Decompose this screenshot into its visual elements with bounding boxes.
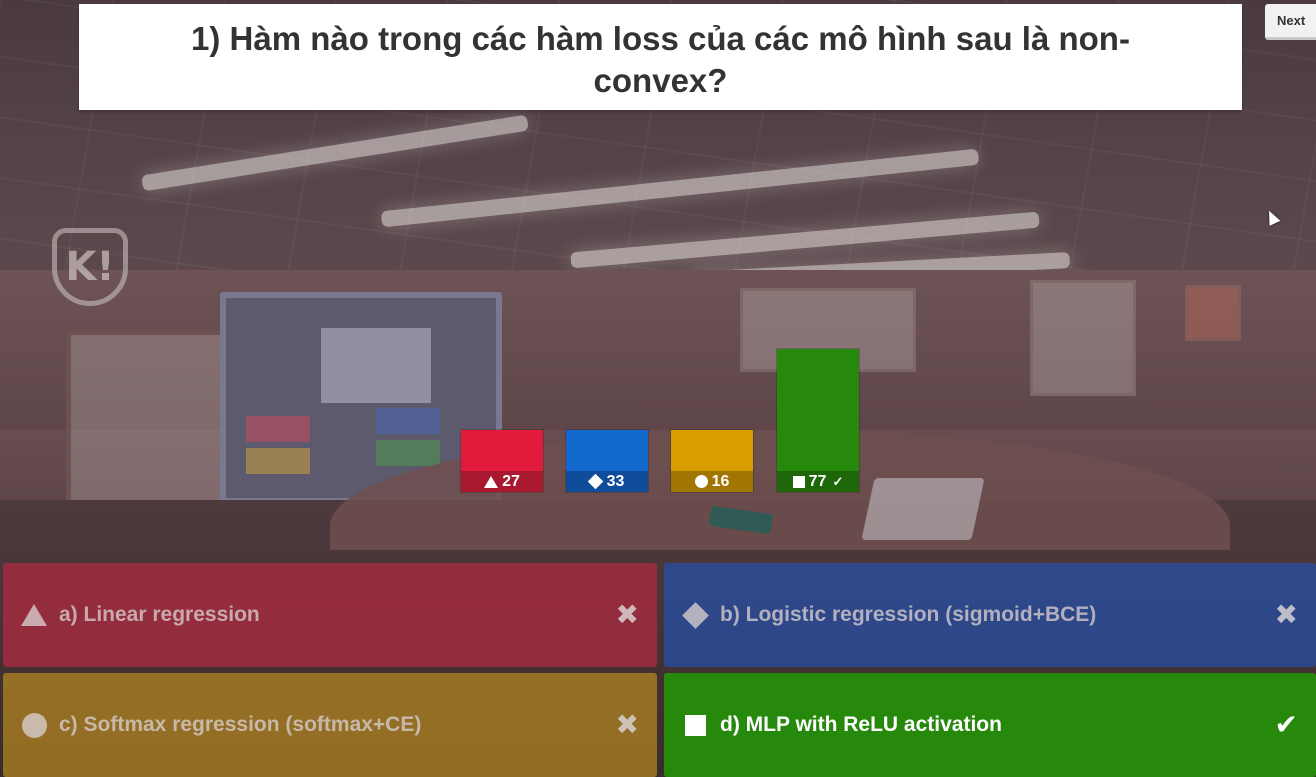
screen-tile — [376, 440, 440, 466]
triangle-icon — [19, 600, 49, 630]
answer-label: a) Linear regression — [59, 603, 260, 626]
answer-d[interactable]: d) MLP with ReLU activation ✔ — [664, 673, 1316, 777]
screen-tile — [376, 408, 440, 434]
back-wall — [0, 270, 1316, 430]
kahoot-logo-icon: K! — [52, 228, 128, 306]
diamond-icon — [680, 600, 710, 630]
window — [1030, 280, 1136, 396]
screen-tile — [246, 416, 310, 442]
laptop — [861, 478, 985, 540]
question-box: 1) Hàm nào trong các hàm loss của các mô… — [79, 4, 1242, 110]
answer-label: c) Softmax regression (softmax+CE) — [59, 713, 422, 736]
screen-tile — [246, 448, 310, 474]
answer-label: d) MLP with ReLU activation — [720, 713, 1002, 736]
cross-icon: ✖ — [615, 598, 639, 631]
next-button[interactable]: Next — [1265, 4, 1316, 40]
answer-b[interactable]: b) Logistic regression (sigmoid+BCE) ✖ — [664, 563, 1316, 667]
answer-c[interactable]: c) Softmax regression (softmax+CE) ✖ — [3, 673, 657, 777]
circle-icon — [19, 710, 49, 740]
answer-a[interactable]: a) Linear regression ✖ — [3, 563, 657, 667]
square-icon — [680, 710, 710, 740]
window — [740, 288, 916, 372]
answer-label: b) Logistic regression (sigmoid+BCE) — [720, 603, 1097, 626]
cross-icon: ✖ — [615, 708, 639, 741]
whiteboard — [66, 330, 226, 505]
screen-content — [321, 328, 431, 403]
poster — [1185, 285, 1241, 341]
check-icon: ✔ — [1274, 708, 1298, 741]
question-text: 1) Hàm nào trong các hàm loss của các mô… — [191, 20, 1130, 99]
cross-icon: ✖ — [1274, 598, 1298, 631]
